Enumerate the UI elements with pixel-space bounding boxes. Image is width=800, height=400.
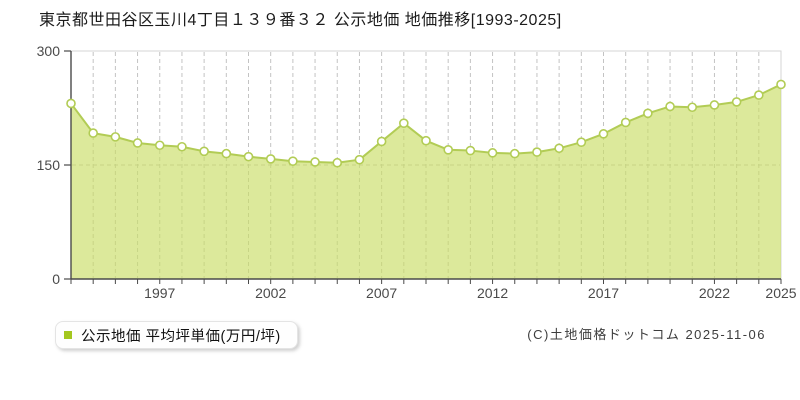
data-point-marker	[221, 148, 232, 159]
data-point-marker	[731, 97, 742, 107]
data-point-marker	[465, 145, 476, 156]
data-point-marker	[554, 143, 564, 154]
chart-legend: 公示地価 平均坪単価(万円/坪)	[55, 321, 298, 349]
data-point-marker	[709, 100, 720, 110]
price-trend-area-chart: 0 150 300 1997 2002 2007 2012 2017 2022 2025	[37, 43, 797, 301]
data-point-marker	[421, 135, 431, 146]
legend-label: 公示地価 平均坪単価(万円/坪)	[81, 328, 281, 345]
data-point-marker	[265, 154, 276, 164]
data-point-marker	[598, 129, 609, 139]
x-axis-label: 2017	[588, 285, 619, 301]
data-point-marker	[88, 128, 98, 138]
x-axis-label: 2022	[699, 285, 730, 301]
x-axis-label: 2012	[477, 285, 508, 301]
data-point-marker	[399, 118, 409, 128]
x-axis-label: 1997	[144, 285, 175, 301]
data-point-marker	[110, 132, 121, 142]
data-point-marker	[643, 108, 653, 119]
data-point-marker	[132, 138, 143, 148]
data-point-marker	[199, 146, 209, 157]
x-axis-label: 2025	[765, 285, 796, 301]
data-point-marker	[376, 136, 387, 147]
data-point-marker	[354, 154, 365, 165]
data-point-marker	[154, 140, 165, 151]
y-axis-label: 300	[37, 43, 61, 59]
data-point-marker	[288, 156, 298, 166]
data-point-marker	[487, 148, 498, 158]
y-axis-label: 0	[52, 271, 60, 287]
copyright-text: (C)土地価格ドットコム 2025-11-06	[527, 327, 766, 342]
data-point-marker	[776, 79, 786, 90]
data-point-marker	[665, 101, 675, 112]
data-point-marker	[687, 102, 698, 113]
x-axis-label: 2002	[255, 285, 286, 301]
data-point-marker	[620, 117, 631, 128]
data-point-marker	[754, 90, 764, 100]
chart-area-fill	[71, 84, 781, 279]
y-axis-label: 150	[37, 157, 61, 173]
data-point-marker	[443, 145, 453, 155]
data-point-marker	[332, 157, 343, 168]
data-point-marker	[66, 98, 76, 109]
chart-title: 東京都世田谷区玉川4丁目１３９番３２ 公示地価 地価推移[1993-2025]	[39, 12, 562, 29]
data-point-marker	[576, 137, 587, 147]
data-point-marker	[532, 147, 542, 157]
data-point-marker	[310, 157, 320, 167]
data-point-marker	[177, 141, 187, 152]
legend-swatch-icon	[64, 331, 72, 339]
data-point-marker	[243, 151, 254, 162]
x-axis-label: 2007	[366, 285, 397, 301]
data-point-marker	[509, 148, 520, 159]
